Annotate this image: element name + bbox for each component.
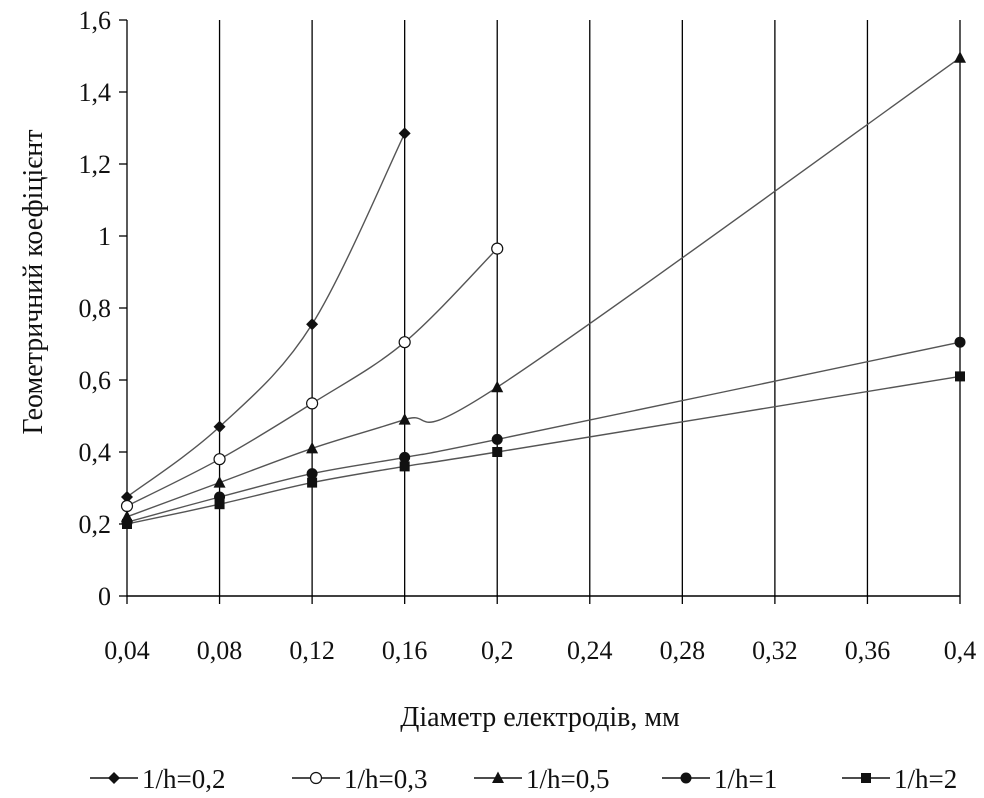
y-tick-labels: 0 0,2 0,4 0,6 0,8 1 1,2 1,4 1,6 (79, 6, 112, 611)
x-tick-label: 0,4 (944, 636, 977, 665)
legend-marker-1 (108, 772, 120, 784)
data-point-series-4 (491, 433, 503, 445)
legend: 1/h=0,2 1/h=0,3 1/h=0,5 1/h=1 1/h=2 (90, 764, 957, 794)
data-point-series-5 (214, 499, 225, 510)
x-tick-label: 0,08 (197, 636, 243, 665)
x-axis-title: Діаметр електродів, мм (400, 702, 680, 733)
legend-label-5: 1/h=2 (894, 764, 957, 794)
x-tick-label: 0,12 (289, 636, 335, 665)
legend-label-1: 1/h=0,2 (142, 764, 225, 794)
data-point-series-3 (491, 380, 504, 393)
data-point-series-3 (306, 441, 319, 454)
y-axis-title: Геометричний коефіцієнт (18, 130, 49, 435)
y-tick-label: 0,6 (79, 366, 112, 395)
data-point-series-2 (491, 242, 504, 255)
data-point-series-4 (954, 336, 966, 348)
legend-label-4: 1/h=1 (714, 764, 777, 794)
data-point-series-5 (955, 371, 965, 382)
data-point-series-2 (398, 336, 411, 349)
y-tick-label: 1 (98, 222, 111, 251)
series-line-1 (126, 133, 406, 498)
data-point-series-5 (399, 461, 410, 472)
x-tick-label: 0,2 (481, 636, 514, 665)
x-tick-labels: 0,04 0,08 0,12 0,16 0,2 0,24 0,28 0,32 0,36 0,4 (104, 636, 976, 665)
data-point-series-4 (399, 451, 411, 463)
x-tick-label: 0,32 (752, 636, 798, 665)
series-markers (120, 51, 966, 529)
y-tick-label: 1,6 (79, 6, 112, 35)
data-point-series-5 (307, 477, 318, 488)
x-tick-label: 0,36 (845, 636, 891, 665)
legend-marker-2 (309, 771, 323, 785)
legend-marker-5 (861, 773, 871, 783)
data-point-series-1 (398, 127, 411, 140)
legend-label-2: 1/h=0,3 (344, 764, 427, 794)
y-tick-label: 1,4 (79, 78, 112, 107)
data-point-series-2 (306, 397, 319, 410)
y-tick-label: 0,8 (79, 294, 112, 323)
legend-marker-3 (492, 771, 504, 783)
data-point-series-5 (122, 519, 132, 529)
x-tick-label: 0,28 (660, 636, 706, 665)
data-point-series-5 (492, 447, 503, 457)
data-point-series-2 (120, 499, 134, 513)
series-line-3 (126, 57, 961, 518)
y-tick-label: 0 (98, 582, 111, 611)
data-point-series-2 (213, 453, 226, 466)
y-tick-label: 0,4 (79, 438, 112, 467)
data-point-series-3 (398, 413, 411, 425)
data-point-series-1 (121, 491, 133, 503)
y-tick-label: 0,2 (79, 510, 112, 539)
series-line-4 (126, 341, 961, 523)
axes (119, 19, 961, 604)
y-tick-label: 1,2 (79, 150, 112, 179)
legend-label-3: 1/h=0,5 (526, 764, 609, 794)
series-line-5 (126, 375, 961, 525)
data-point-series-3 (213, 476, 226, 488)
x-tick-label: 0,16 (382, 636, 428, 665)
series-lines (126, 57, 961, 525)
data-point-series-4 (306, 468, 318, 480)
vertical-gridlines (126, 20, 961, 596)
x-tick-label: 0,24 (567, 636, 613, 665)
data-point-series-1 (213, 420, 226, 433)
data-point-series-3 (954, 51, 966, 63)
x-tick-label: 0,04 (104, 636, 150, 665)
data-point-series-1 (306, 318, 319, 331)
legend-marker-4 (680, 772, 692, 784)
